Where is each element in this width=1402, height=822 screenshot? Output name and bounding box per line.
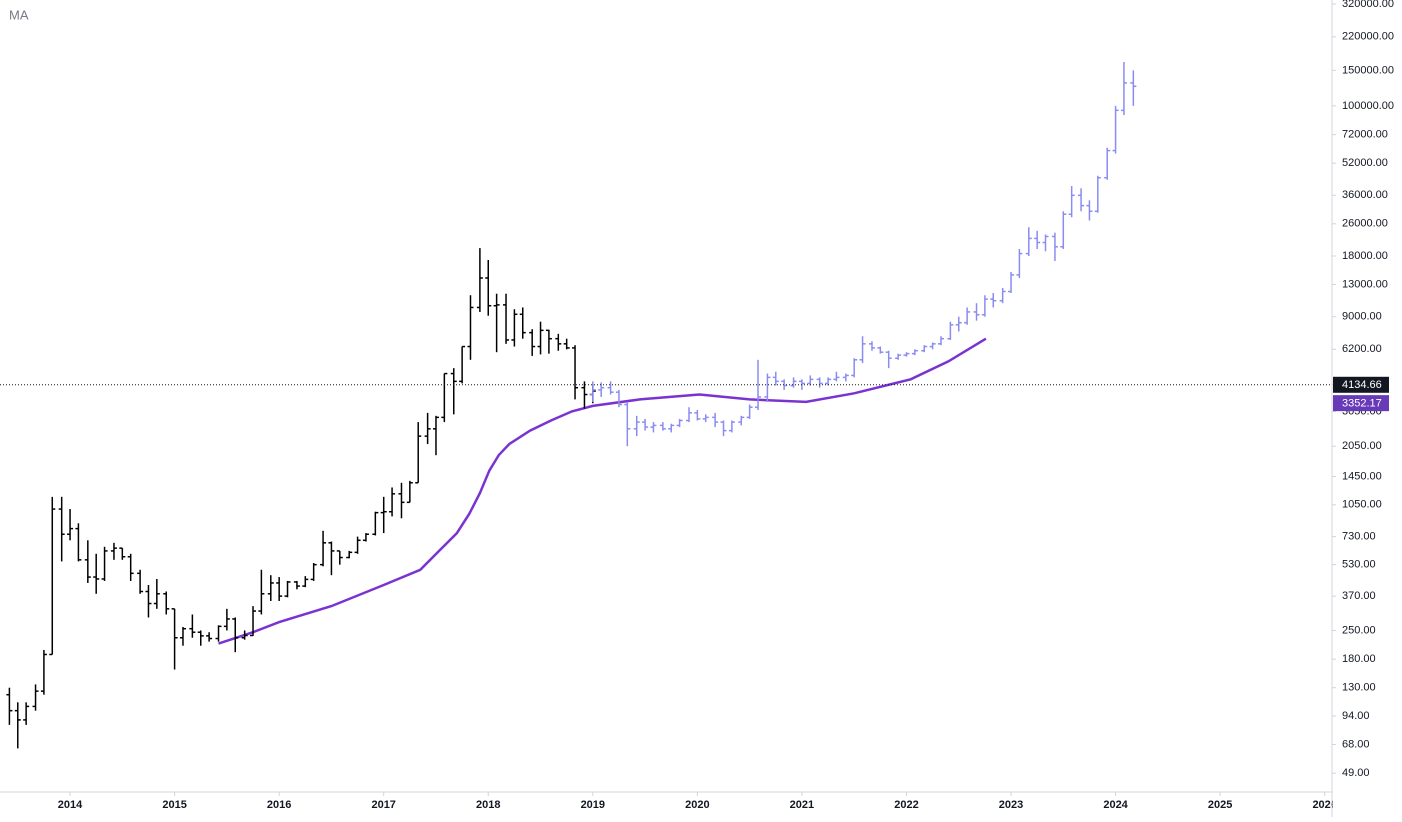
y-tick-label: 150000.00 xyxy=(1342,64,1394,76)
x-tick-label: 2024 xyxy=(1103,799,1128,811)
x-tick-label: 2016 xyxy=(267,799,291,811)
x-tick-label: 2023 xyxy=(999,799,1023,811)
x-tick-label: 2015 xyxy=(162,799,186,811)
price-badge-label: 4134.66 xyxy=(1342,379,1382,391)
x-tick-label: 2017 xyxy=(371,799,395,811)
y-tick-label: 18000.00 xyxy=(1342,250,1388,262)
indicator-legend: MA xyxy=(9,7,29,22)
price-badge xyxy=(1333,376,1389,393)
y-tick-label: 9000.00 xyxy=(1342,311,1382,323)
y-tick-label: 100000.00 xyxy=(1342,100,1394,112)
y-tick-label: 220000.00 xyxy=(1342,31,1394,43)
x-tick-label: 2022 xyxy=(894,799,918,811)
y-tick-label: 250.00 xyxy=(1342,624,1376,636)
y-tick-label: 730.00 xyxy=(1342,531,1376,543)
y-tick-label: 13000.00 xyxy=(1342,278,1388,290)
y-tick-label: 26000.00 xyxy=(1342,218,1388,230)
x-tick-label: 2025 xyxy=(1208,799,1232,811)
y-tick-label: 72000.00 xyxy=(1342,129,1388,141)
x-tick-label: 2019 xyxy=(581,799,605,811)
x-tick-label: 2014 xyxy=(58,799,83,811)
price-badge-label: 3352.17 xyxy=(1342,398,1382,410)
y-tick-label: 68.00 xyxy=(1342,738,1370,750)
price-badge xyxy=(1333,395,1389,412)
y-tick-label: 1450.00 xyxy=(1342,470,1382,482)
x-tick-label: 2018 xyxy=(476,799,500,811)
x-tick-label: 2020 xyxy=(685,799,709,811)
x-tick-label: 2026 xyxy=(1312,799,1336,811)
y-tick-label: 180.00 xyxy=(1342,653,1376,665)
y-tick-label: 370.00 xyxy=(1342,590,1376,602)
y-tick-label: 130.00 xyxy=(1342,682,1376,694)
y-tick-label: 49.00 xyxy=(1342,767,1370,779)
moving-average-line xyxy=(218,337,987,645)
y-tick-label: 36000.00 xyxy=(1342,189,1388,201)
y-tick-label: 94.00 xyxy=(1342,710,1370,722)
y-tick-label: 52000.00 xyxy=(1342,157,1388,169)
y-tick-label: 6200.00 xyxy=(1342,343,1382,355)
y-tick-label: 320000.00 xyxy=(1342,0,1394,10)
y-tick-label: 530.00 xyxy=(1342,559,1376,571)
y-tick-label: 2050.00 xyxy=(1342,440,1382,452)
x-tick-label: 2021 xyxy=(790,799,814,811)
y-tick-label: 1050.00 xyxy=(1342,499,1382,511)
